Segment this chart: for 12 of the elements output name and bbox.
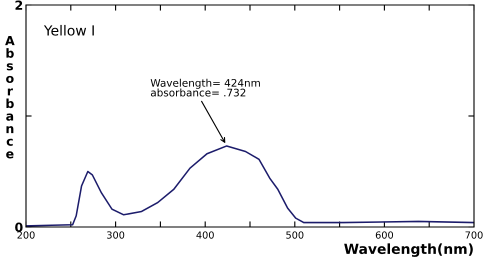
text: Absorbance bbox=[5, 36, 15, 158]
y-tick-label: 0 bbox=[15, 222, 23, 232]
y-tick-label: 2 bbox=[16, 0, 22, 10]
annotation: Wavelength= 424nm absorbance= .732 bbox=[150, 78, 260, 97]
x-tick-label: 200 bbox=[17, 231, 35, 239]
text: Yellow I bbox=[44, 24, 94, 36]
x-tick-label: 400 bbox=[196, 231, 214, 239]
x-tick-label: 700 bbox=[466, 231, 483, 239]
x-tick-label: 600 bbox=[376, 231, 394, 239]
x-tick-label: 300 bbox=[107, 231, 124, 239]
x-axis-title: Wavelength(nm) bbox=[344, 243, 473, 257]
x-tick-label: 500 bbox=[286, 231, 304, 239]
